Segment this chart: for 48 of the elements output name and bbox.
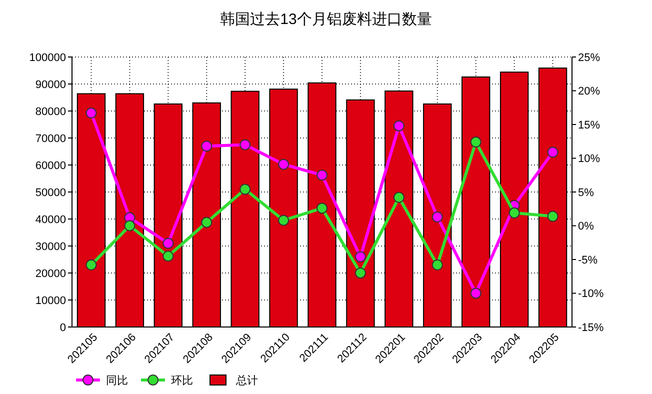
point bbox=[393, 192, 404, 203]
point bbox=[354, 251, 366, 262]
point bbox=[278, 158, 290, 170]
y2-tick-label: 25% bbox=[578, 52, 600, 64]
y2-tick-label: 15% bbox=[578, 119, 600, 132]
y-tick-label: 80000 bbox=[35, 106, 66, 118]
y-tick-label: 0 bbox=[60, 322, 66, 334]
y-tick-label: 90000 bbox=[35, 78, 66, 91]
y-tick-label: 20000 bbox=[35, 268, 66, 280]
point bbox=[470, 288, 482, 299]
legend-label: 同比 bbox=[106, 374, 128, 387]
y-tick-label: 100000 bbox=[29, 52, 66, 64]
y2-tick-label: 10% bbox=[578, 153, 600, 166]
y2-tick-label: 0% bbox=[578, 220, 594, 233]
point bbox=[162, 238, 174, 249]
y-tick-label: 30000 bbox=[35, 240, 66, 253]
point bbox=[508, 207, 520, 218]
point bbox=[278, 214, 290, 226]
point bbox=[162, 250, 174, 262]
point bbox=[316, 170, 328, 181]
point bbox=[201, 140, 212, 152]
point bbox=[354, 268, 366, 278]
point bbox=[432, 211, 443, 222]
y-tick-label: 60000 bbox=[35, 160, 66, 172]
y2-tick-label: 5% bbox=[578, 186, 594, 199]
y2-tick-label: 20% bbox=[578, 86, 600, 98]
point bbox=[240, 139, 251, 150]
point bbox=[201, 216, 212, 228]
point bbox=[240, 184, 251, 195]
legend-label: 总计 bbox=[235, 374, 258, 387]
legend-label: 环比 bbox=[171, 374, 193, 387]
y-tick-label: 40000 bbox=[35, 214, 66, 226]
point bbox=[393, 120, 404, 132]
point bbox=[124, 220, 136, 232]
point bbox=[432, 259, 443, 270]
chart-title: 韩国过去13个月铝废料进口数量 bbox=[220, 11, 432, 28]
y-tick-label: 10000 bbox=[35, 294, 66, 307]
point bbox=[316, 202, 328, 214]
point bbox=[86, 259, 97, 270]
point bbox=[470, 136, 482, 148]
y2-tick-label: -10% bbox=[578, 288, 604, 300]
y2-tick-label: -15% bbox=[578, 322, 604, 334]
y-tick-label: 50000 bbox=[35, 186, 66, 199]
y-tick-label: 70000 bbox=[35, 132, 66, 145]
point bbox=[86, 108, 97, 119]
point bbox=[547, 146, 558, 158]
y2-tick-label: -5% bbox=[578, 254, 598, 266]
point bbox=[547, 210, 558, 222]
